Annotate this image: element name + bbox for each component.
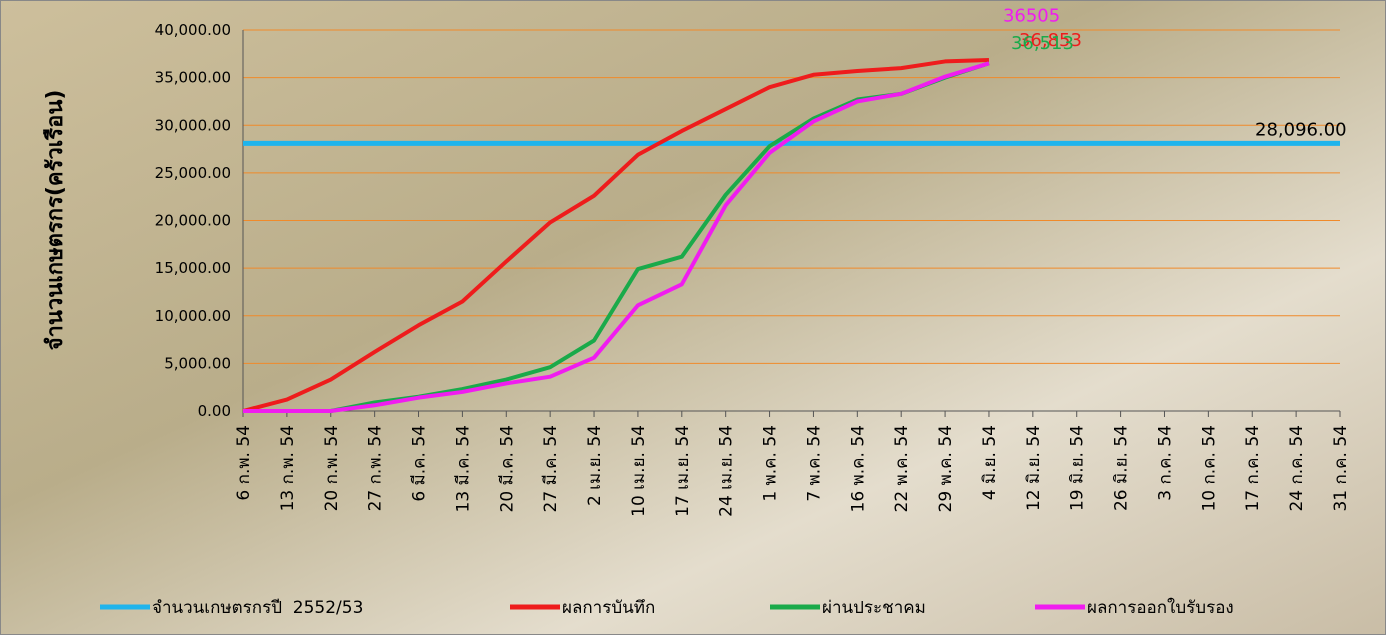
x-tick-label: 24 ก.ค. 54 [1287, 425, 1307, 512]
y-tick-label: 25,000.00 [155, 164, 231, 182]
x-tick-label: 13 ก.พ. 54 [278, 425, 298, 511]
y-tick-label: 15,000.00 [155, 259, 231, 277]
x-tick-label: 6 ก.พ. 54 [234, 425, 254, 501]
y-tick-label: 0.00 [198, 402, 231, 420]
y-tick-label: 10,000.00 [155, 307, 231, 325]
x-tick-label: 10 ก.ค. 54 [1199, 425, 1219, 512]
y-tick-label: 20,000.00 [155, 212, 231, 230]
x-tick-label: 2 เม.ย. 54 [585, 425, 605, 506]
y-tick-label: 40,000.00 [155, 21, 231, 39]
x-tick-label: 4 มิ.ย. 54 [980, 425, 1000, 500]
y-axis-label: จำนวนเกษตรกร(ครัวเรือน) [43, 90, 68, 351]
end-label: 36,853 [1019, 30, 1082, 51]
x-tick-label: 17 เม.ย. 54 [673, 425, 693, 517]
x-tick-label: 22 พ.ค. 54 [892, 425, 912, 512]
legend-label: ผลการออกใบรับรอง [1087, 597, 1234, 618]
x-tick-label: 12 มิ.ย. 54 [1024, 425, 1044, 511]
legend-label: ผลการบันทึก [562, 598, 655, 618]
x-tick-label: 16 พ.ค. 54 [848, 425, 868, 512]
x-tick-label: 10 เม.ย. 54 [629, 425, 649, 517]
x-tick-label: 7 พ.ค. 54 [804, 425, 824, 502]
legend-label: ผ่านประชาคม [822, 598, 926, 618]
series-line [243, 61, 990, 413]
x-tick-label: 1 พ.ค. 54 [761, 425, 781, 502]
x-tick-label: 29 พ.ค. 54 [936, 425, 956, 512]
x-tick-label: 27 ก.พ. 54 [366, 425, 386, 511]
x-tick-label: 20 ก.พ. 54 [322, 425, 342, 511]
x-tick-label: 19 มิ.ย. 54 [1068, 425, 1088, 511]
end-label: 28,096.00 [1255, 119, 1347, 140]
y-tick-label: 30,000.00 [155, 116, 231, 134]
x-tick-label: 26 มิ.ย. 54 [1112, 425, 1132, 511]
x-tick-label: 31 ก.ค. 54 [1331, 425, 1351, 512]
x-tick-label: 6 มี.ค. 54 [410, 425, 430, 502]
x-tick-label: 24 เม.ย. 54 [717, 425, 737, 517]
end-label: 36505 [1003, 5, 1060, 26]
x-tick-label: 3 ก.ค. 54 [1155, 425, 1175, 501]
x-tick-label: 13 มี.ค. 54 [453, 425, 473, 512]
series-line [242, 57, 990, 413]
x-tick-label: 20 มี.ค. 54 [497, 425, 517, 512]
end-label: 36,513 [1011, 33, 1074, 54]
x-tick-label: 27 มี.ค. 54 [541, 425, 561, 512]
x-tick-label: 17 ก.ค. 54 [1243, 425, 1263, 512]
y-tick-label: 35,000.00 [155, 69, 231, 87]
legend-label: จำนวนเกษตรกรปี 2552/53 [152, 598, 363, 618]
y-tick-label: 5,000.00 [164, 354, 231, 372]
